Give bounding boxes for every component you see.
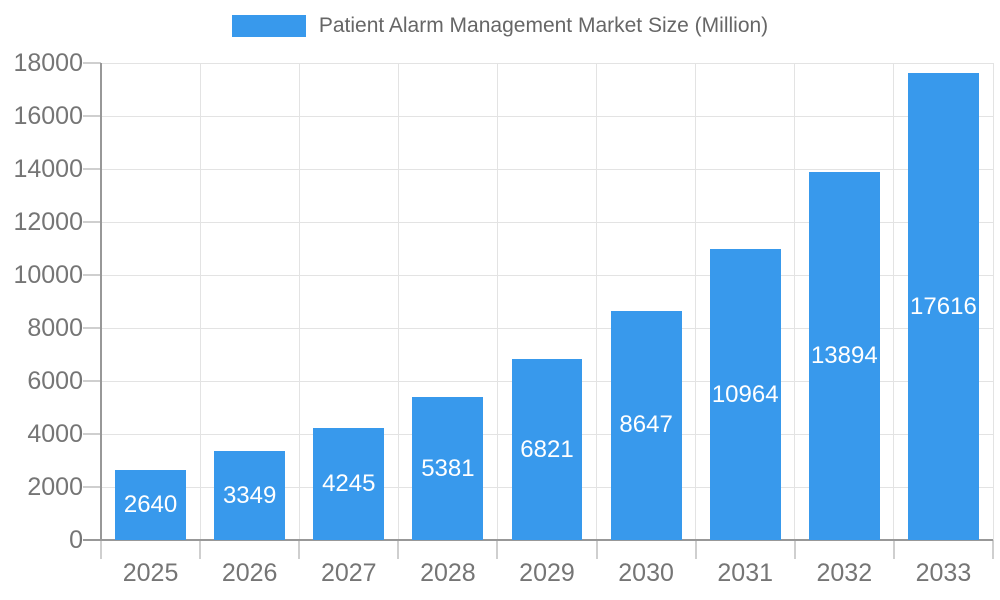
x-axis-label: 2025 [122, 559, 179, 587]
x-axis-label: 2029 [519, 559, 575, 587]
x-axis-tick [595, 540, 598, 559]
bar-2025[interactable] [115, 470, 187, 540]
x-axis-tick [992, 540, 994, 559]
y-gridline [101, 168, 993, 170]
y-axis-tick [83, 380, 101, 382]
y-axis-tick [83, 168, 101, 170]
y-axis-tick [83, 433, 101, 435]
y-axis-tick [83, 221, 101, 223]
x-axis-tick [397, 540, 400, 559]
x-axis-label: 2033 [915, 559, 972, 587]
x-axis-label: 2028 [420, 559, 476, 587]
x-axis-label: 2030 [618, 559, 674, 587]
y-gridline [101, 221, 993, 223]
y-axis-tick [83, 486, 101, 488]
x-axis-tick [694, 540, 697, 559]
y-axis-line [100, 63, 102, 540]
x-axis-tick [199, 540, 202, 559]
x-gridline [992, 63, 994, 540]
y-gridline [101, 62, 993, 64]
y-axis-tick [83, 62, 101, 64]
x-axis-label: 2031 [717, 559, 774, 587]
bar-2030[interactable] [610, 310, 682, 540]
x-axis-label: 2026 [221, 559, 278, 587]
x-axis-tick [793, 540, 796, 559]
x-axis-label: 2032 [816, 559, 873, 587]
x-gridline [298, 63, 300, 540]
bar-2032[interactable] [808, 171, 880, 540]
x-gridline [397, 63, 399, 540]
y-axis-label: 4000 [27, 420, 83, 448]
y-axis-label: 6000 [27, 367, 83, 395]
bar-2029[interactable] [511, 359, 583, 540]
y-axis-label: 16000 [13, 102, 83, 130]
x-axis-tick [892, 540, 895, 559]
chart-legend[interactable]: Patient Alarm Management Market Size (Mi… [0, 12, 1000, 40]
x-axis-line [83, 539, 993, 541]
y-axis-label: 0 [69, 526, 83, 554]
legend-swatch [231, 15, 306, 37]
x-gridline [695, 63, 697, 540]
y-gridline [101, 274, 993, 276]
y-gridline [101, 327, 993, 329]
x-gridline [596, 63, 598, 540]
x-gridline [794, 63, 796, 540]
y-axis-label: 2000 [27, 473, 83, 501]
y-axis-label: 14000 [13, 155, 83, 183]
y-axis-tick [83, 274, 101, 276]
x-gridline [893, 63, 895, 540]
x-axis-tick [496, 540, 499, 559]
y-axis-label: 8000 [27, 314, 83, 342]
y-axis-label: 18000 [13, 49, 83, 77]
y-axis-tick [83, 327, 101, 329]
bar-2027[interactable] [313, 427, 385, 540]
x-gridline [199, 63, 201, 540]
y-gridline [101, 115, 993, 117]
bar-2033[interactable] [907, 73, 979, 540]
bar-2026[interactable] [214, 451, 286, 540]
bar-2031[interactable] [709, 249, 781, 540]
x-axis-tick [100, 540, 102, 559]
x-gridline [496, 63, 498, 540]
x-axis-label: 2027 [320, 559, 377, 587]
y-axis-label: 12000 [13, 208, 83, 236]
bar-2028[interactable] [412, 397, 484, 540]
legend-label: Patient Alarm Management Market Size (Mi… [318, 14, 769, 37]
y-axis-tick [83, 115, 101, 117]
y-axis-label: 10000 [13, 261, 83, 289]
x-axis-tick [298, 540, 301, 559]
